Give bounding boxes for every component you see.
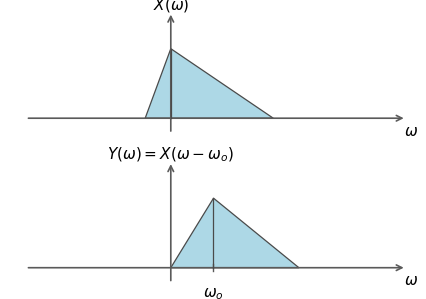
Text: $\omega$: $\omega$ (403, 273, 417, 288)
Text: $Y(\omega) = X(\omega - \omega_o)$: $Y(\omega) = X(\omega - \omega_o)$ (107, 145, 234, 164)
Text: $\omega$: $\omega$ (403, 124, 417, 139)
Polygon shape (170, 198, 298, 268)
Text: $\omega_o$: $\omega_o$ (203, 286, 223, 299)
Text: $X(\omega)$: $X(\omega)$ (152, 0, 189, 14)
Polygon shape (145, 49, 273, 118)
